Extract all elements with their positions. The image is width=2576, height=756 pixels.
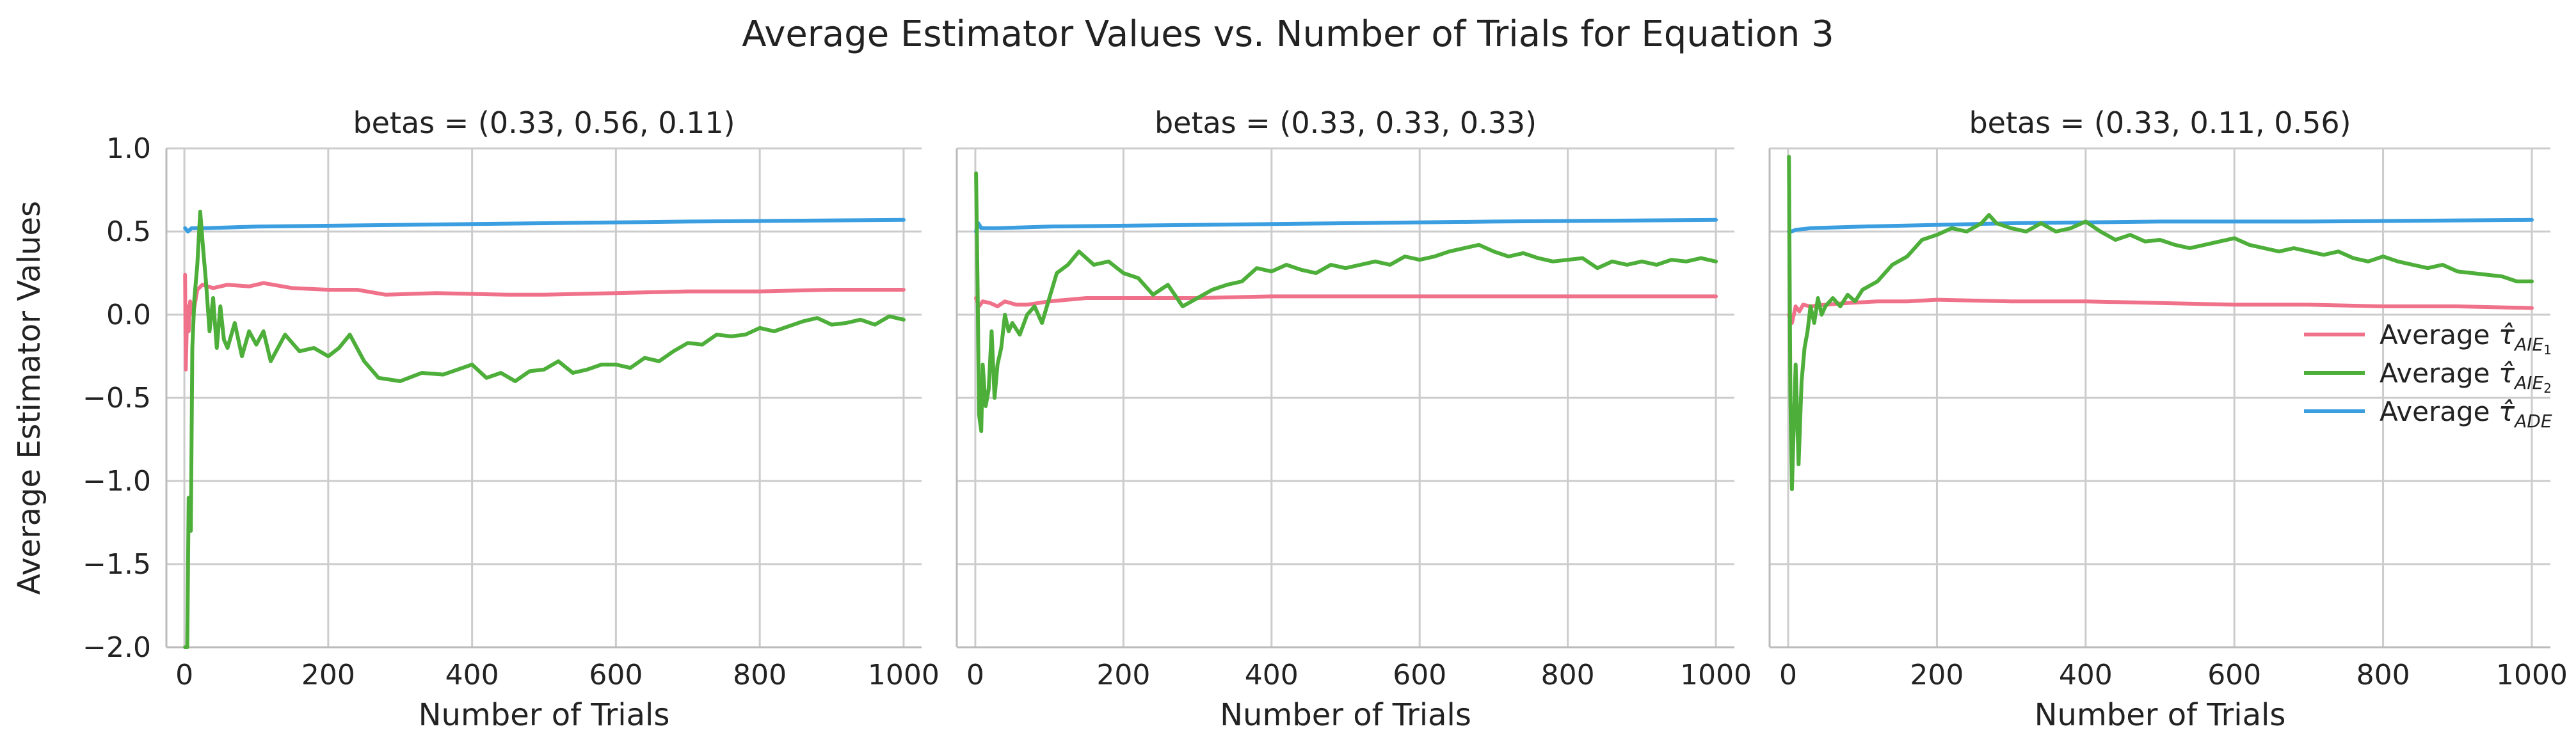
x-tick-label: 0 (1779, 659, 1797, 691)
x-axis-label: Number of Trials (1220, 697, 1471, 733)
x-tick-label: 400 (2059, 659, 2113, 691)
y-tick-label: 1.0 (106, 132, 151, 165)
series-line-aie1 (183, 272, 906, 372)
series-line-aie2 (974, 171, 1718, 433)
subplot-title: betas = (0.33, 0.33, 0.33) (1155, 106, 1537, 140)
y-tick-label: 0.5 (106, 216, 151, 248)
subplot-title: betas = (0.33, 0.11, 0.56) (1969, 106, 2351, 140)
x-axis-label: Number of Trials (2035, 697, 2286, 733)
x-tick-label: 200 (1096, 659, 1150, 691)
x-tick-label: 600 (1393, 659, 1446, 691)
x-tick-label: 0 (175, 659, 193, 691)
x-tick-label: 800 (733, 659, 787, 691)
figure-title: Average Estimator Values vs. Number of T… (742, 13, 1834, 55)
series-line-ade (183, 217, 906, 233)
x-tick-label: 1000 (1680, 659, 1752, 691)
subplot-title: betas = (0.33, 0.56, 0.11) (353, 106, 735, 140)
y-tick-label: 0.0 (106, 299, 151, 331)
y-tick-label: −1.5 (83, 548, 151, 581)
x-tick-label: 200 (1910, 659, 1964, 691)
y-tick-label: −0.5 (83, 382, 151, 414)
x-tick-label: 600 (2207, 659, 2261, 691)
legend-label-ade: Average τ̂ADE (2380, 396, 2552, 432)
x-tick-label: 400 (1245, 659, 1299, 691)
series-line-aie1 (1787, 297, 2534, 325)
x-tick-label: 200 (301, 659, 355, 691)
series-line-aie2 (183, 209, 906, 649)
series-line-ade (1787, 217, 2534, 233)
x-tick-label: 1000 (868, 659, 940, 691)
x-axis-label: Number of Trials (419, 697, 670, 733)
x-tick-label: 400 (445, 659, 499, 691)
x-tick-label: 600 (589, 659, 643, 691)
y-tick-label: −1.0 (83, 465, 151, 498)
series-line-aie2 (1787, 155, 2534, 491)
x-tick-label: 800 (2356, 659, 2410, 691)
series-line-ade (974, 217, 1718, 233)
x-tick-label: 1000 (2496, 659, 2568, 691)
x-tick-label: 0 (966, 659, 984, 691)
x-tick-label: 800 (1541, 659, 1595, 691)
y-tick-label: −2.0 (83, 631, 151, 664)
legend-label-aie2: Average τ̂AIE2 (2380, 358, 2552, 396)
legend-label-aie1: Average τ̂AIE1 (2380, 319, 2552, 358)
series-line-aie1 (974, 294, 1718, 308)
y-axis-label: Average Estimator Values (12, 201, 47, 595)
